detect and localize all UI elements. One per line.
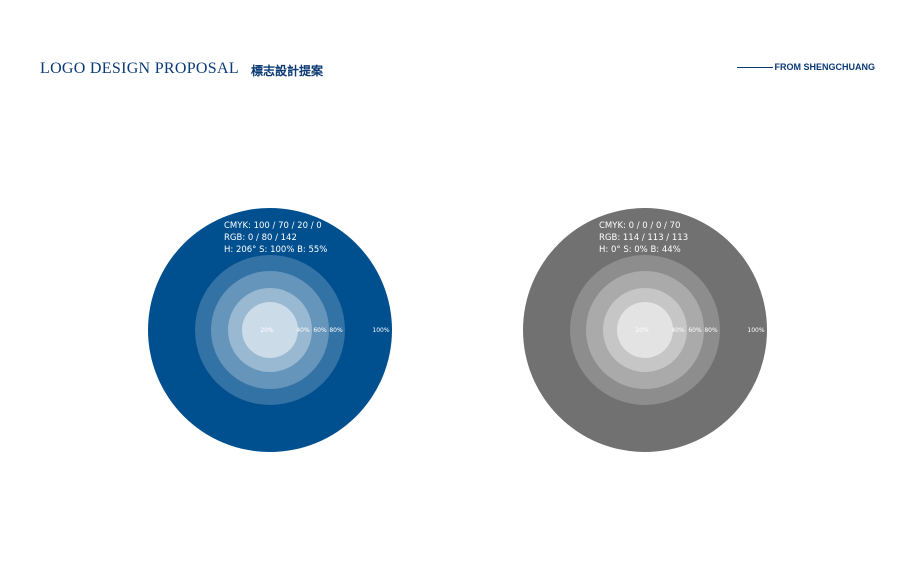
blue-hsb-value: H: 206° S: 100% B: 55% <box>224 245 327 255</box>
gray-tint-label: 20% <box>635 327 649 334</box>
blue-rgb-value: RGB: 0 / 80 / 142 <box>224 233 297 243</box>
gray-rgb-value: RGB: 114 / 113 / 113 <box>599 233 688 243</box>
blue-tint-label: 40% <box>296 327 310 334</box>
blue-tint-20% <box>242 302 298 358</box>
gray-tint-20% <box>617 302 673 358</box>
page-subtitle-cn: 標志設計提案 <box>251 64 324 78</box>
gray-tint-label: 100% <box>747 327 764 334</box>
gray-tint-label: 60% <box>688 327 702 334</box>
blue-tint-label: 80% <box>329 327 343 334</box>
gray-cmyk-value: CMYK: 0 / 0 / 0 / 70 <box>599 221 680 231</box>
gray-tint-label: 80% <box>704 327 718 334</box>
gray-hsb-value: H: 0° S: 0% B: 44% <box>599 245 681 255</box>
blue-cmyk-value: CMYK: 100 / 70 / 20 / 0 <box>224 221 322 231</box>
blue-tint-label: 20% <box>260 327 274 334</box>
blue-tint-label: 100% <box>372 327 389 334</box>
from-text: FROM SHENGCHUANG <box>774 62 876 72</box>
gray-tint-label: 40% <box>671 327 685 334</box>
divider-line <box>736 66 773 68</box>
blue-tint-label: 60% <box>313 327 327 334</box>
page-title: LOGO DESIGN PROPOSAL <box>40 60 239 77</box>
from-label: FROM SHENGCHUANG <box>736 62 876 72</box>
